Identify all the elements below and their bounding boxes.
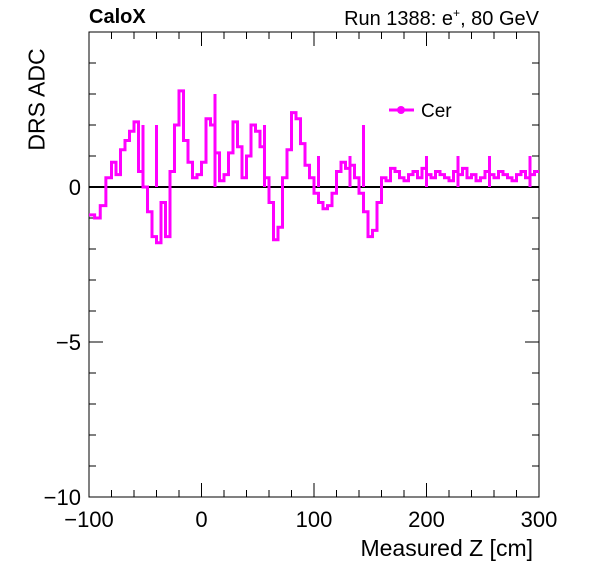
plot-frame [88, 31, 540, 498]
y-tick-label: −5 [56, 330, 81, 355]
tick-labels: −100 0 100 200 300 −10 −5 0 [44, 175, 558, 532]
x-tick-label: 0 [195, 507, 207, 532]
x-axis-label: Measured Z [cm] [360, 535, 533, 561]
legend-marker [397, 106, 405, 114]
x-tick-label: −100 [64, 507, 114, 532]
series-line-cer [89, 89, 539, 245]
tick-marks [88, 31, 540, 498]
legend-label: Cer [421, 101, 452, 122]
run-text: Run 1388: e [344, 8, 454, 30]
x-tick-label: 300 [521, 507, 558, 532]
series-layer [89, 89, 539, 245]
y-tick-label: −10 [44, 485, 81, 510]
chart-header-right: Run 1388: e+, 80 GeV [344, 6, 539, 31]
legend: Cer [389, 101, 452, 122]
energy-text: , 80 GeV [460, 8, 539, 30]
chart-header-left: CaloX [89, 6, 146, 28]
charge-superscript: + [453, 6, 461, 20]
y-tick-label: 0 [69, 175, 81, 200]
x-tick-label: 100 [296, 507, 333, 532]
x-tick-label: 200 [408, 507, 445, 532]
